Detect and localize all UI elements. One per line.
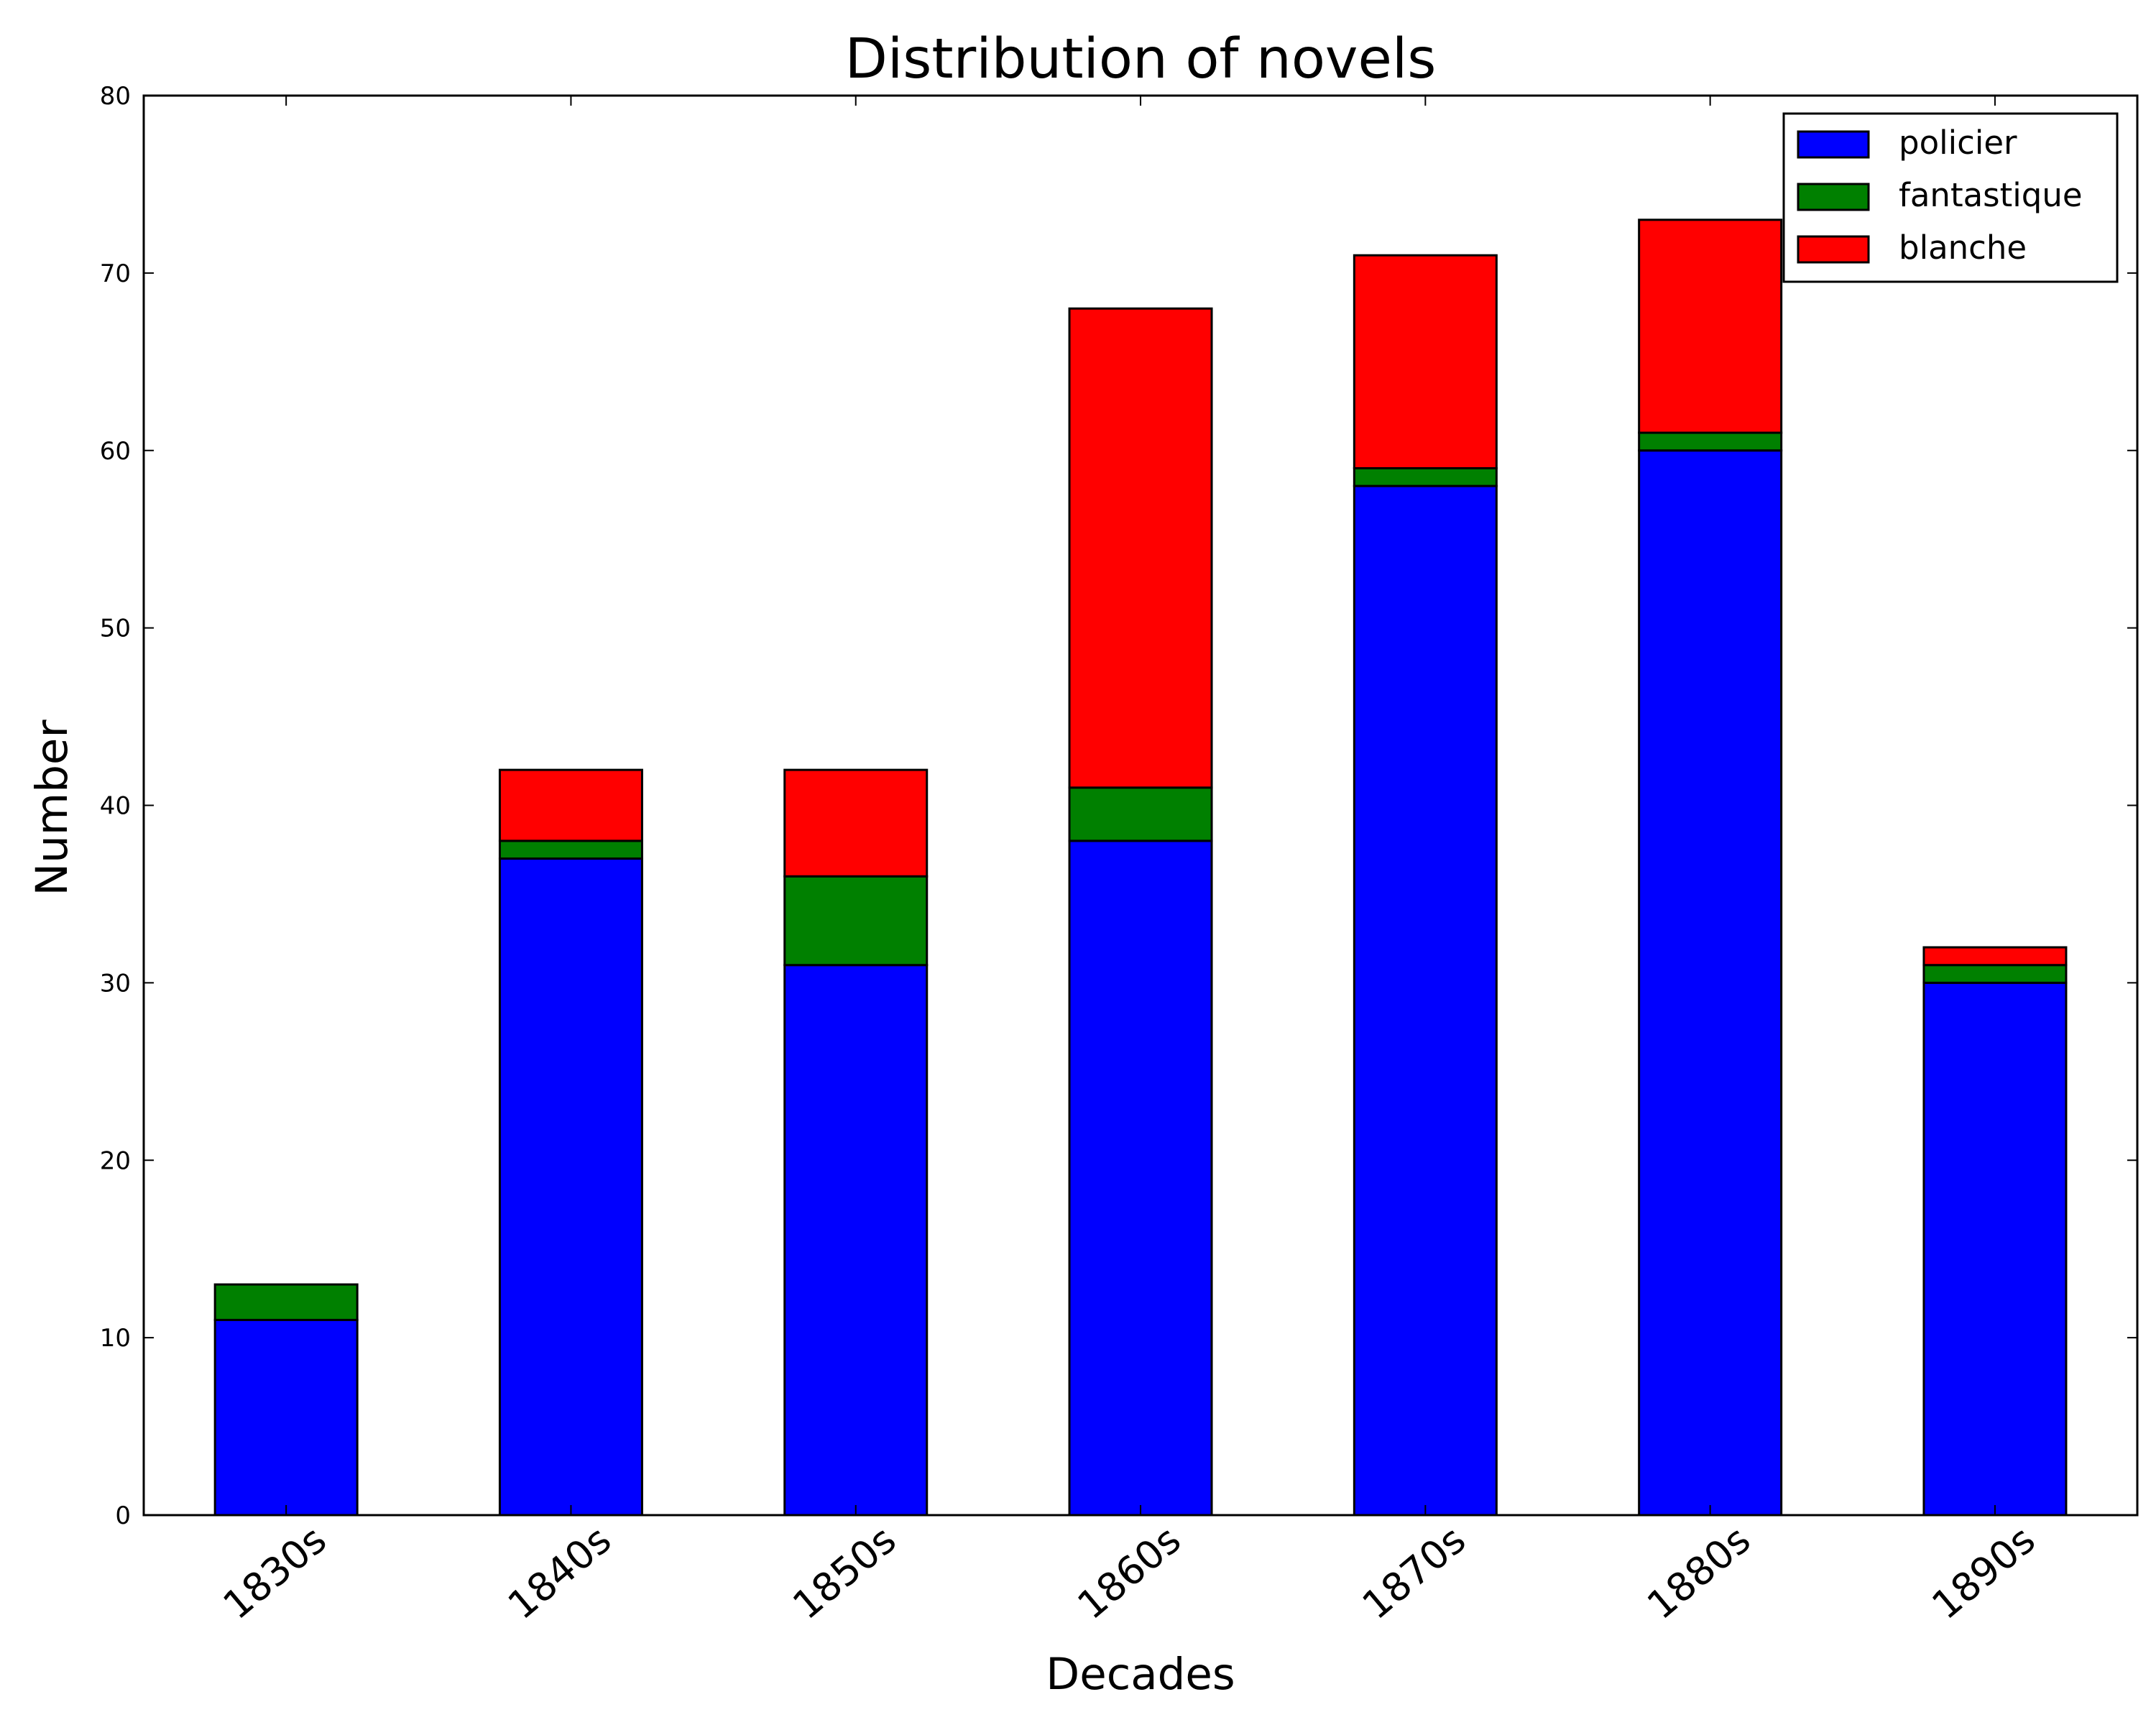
bar-blanche-1880s [1638,218,1783,434]
bar-policier-1860s [1068,840,1213,1517]
bar-blanche-1860s [1068,307,1213,789]
bar-fantastique-1880s [1638,431,1783,452]
bar-fantastique-1890s [1922,964,2068,984]
bar-fantastique-1830s [213,1283,359,1321]
bar-policier-1840s [498,857,643,1517]
bar-blanche-1890s [1922,946,2068,967]
y-tick-label: 70 [100,259,131,288]
y-tick-label: 0 [115,1501,131,1530]
legend: policier fantastique blanche [1782,112,2119,283]
x-axis-label: Decades [1046,1649,1235,1700]
bar-policier-1890s [1922,981,2068,1517]
bar-policier-1830s [213,1318,359,1517]
legend-label-fantastique: fantastique [1899,176,2083,214]
bars-group [213,218,2068,1517]
y-tick-label: 20 [100,1146,131,1175]
y-axis-label: Number [27,719,78,896]
legend-swatch-fantastique [1797,183,1870,211]
bar-blanche-1840s [498,768,643,842]
bar-fantastique-1840s [498,840,643,860]
legend-label-policier: policier [1899,124,2017,162]
y-tick-label: 60 [100,437,131,466]
y-tick-label: 30 [100,969,131,998]
y-tick-label: 10 [100,1324,131,1353]
plot-frame [142,94,2139,1517]
y-tick-label: 80 [100,82,131,111]
bar-policier-1850s [783,964,929,1517]
bar-policier-1880s [1638,449,1783,1517]
y-tick-label: 50 [100,615,131,643]
bar-fantastique-1850s [783,875,929,967]
legend-swatch-policier [1797,130,1870,159]
bar-policier-1870s [1353,484,1498,1517]
chart-title: Distribution of novels [845,27,1437,91]
legend-swatch-blanche [1797,235,1870,264]
y-tick-label: 40 [100,792,131,821]
bar-fantastique-1870s [1353,466,1498,487]
legend-label-blanche: blanche [1899,229,2027,267]
bar-fantastique-1860s [1068,786,1213,842]
bar-blanche-1850s [783,768,929,878]
bar-blanche-1870s [1353,254,1498,469]
